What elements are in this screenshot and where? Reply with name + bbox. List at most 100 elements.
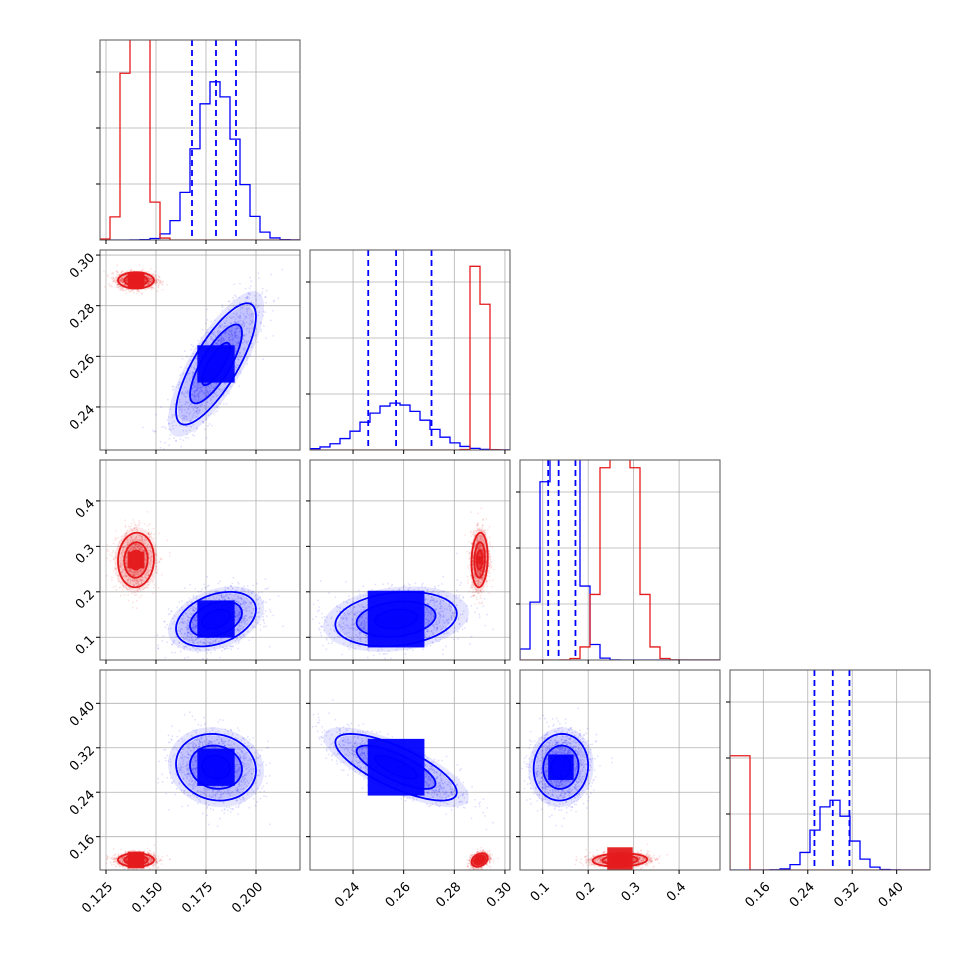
scatter-point <box>160 279 162 282</box>
scatter-point <box>172 640 175 643</box>
scatter-point <box>192 623 194 625</box>
scatter-point <box>257 592 260 594</box>
scatter-point <box>264 610 267 612</box>
scatter-point <box>263 625 265 628</box>
scatter-point <box>125 278 128 281</box>
scatter-point <box>157 647 159 650</box>
scatter-point <box>265 301 267 304</box>
scatter-point <box>195 607 197 610</box>
scatter-point <box>147 276 150 279</box>
scatter-point <box>187 624 189 627</box>
scatter-point <box>238 630 240 633</box>
scatter-point <box>227 597 230 600</box>
scatter-point <box>236 356 239 359</box>
scatter-point <box>202 391 205 394</box>
scatter-point <box>212 395 215 398</box>
scatter-point <box>168 551 171 554</box>
scatter-point <box>193 434 196 437</box>
scatter-point <box>239 320 242 322</box>
scatter-point <box>216 637 219 640</box>
scatter-point <box>262 619 265 622</box>
scatter-point <box>220 342 222 344</box>
scatter-point <box>207 390 210 393</box>
scatter-point <box>138 596 141 598</box>
scatter-point <box>243 349 246 351</box>
scatter-point <box>228 339 230 341</box>
scatter-point <box>204 597 206 600</box>
scatter-point <box>223 340 225 342</box>
scatter-point <box>244 297 247 299</box>
scatter-point <box>264 588 267 590</box>
scatter-point <box>207 386 209 388</box>
scatter-point <box>230 332 233 335</box>
scatter-point <box>142 267 145 270</box>
scatter-point <box>163 426 165 428</box>
scatter-point <box>112 276 115 279</box>
scatter-point <box>246 609 248 612</box>
scatter-point <box>155 280 158 283</box>
scatter-point <box>239 352 242 354</box>
scatter-point <box>113 280 116 282</box>
scatter-point <box>231 340 234 342</box>
scatter-point <box>238 331 241 333</box>
scatter-point <box>218 324 221 326</box>
scatter-point <box>227 586 230 589</box>
scatter-point <box>145 279 147 281</box>
scatter-point <box>262 600 265 602</box>
scatter-point <box>210 386 213 388</box>
scatter-point <box>146 511 149 513</box>
scatter-point <box>171 643 173 646</box>
scatter-point <box>197 398 200 400</box>
scatter-point <box>169 434 172 436</box>
scatter-point <box>252 313 255 316</box>
scatter-point <box>179 630 182 633</box>
scatter-point <box>242 621 245 623</box>
scatter-point <box>270 273 272 276</box>
scatter-point <box>188 608 190 611</box>
scatter-point <box>188 632 191 635</box>
scatter-point <box>154 430 157 433</box>
scatter-point <box>203 393 205 395</box>
scatter-point <box>192 407 195 410</box>
scatter-point <box>224 589 227 591</box>
scatter-point <box>200 389 203 391</box>
scatter-point <box>232 299 235 302</box>
scatter-point <box>219 640 221 643</box>
scatter-point <box>218 598 220 601</box>
scatter-point <box>189 617 191 619</box>
scatter-point <box>188 597 191 600</box>
scatter-point <box>192 345 194 348</box>
scatter-point <box>148 283 150 285</box>
scatter-point <box>157 280 160 283</box>
scatter-point <box>248 617 251 619</box>
scatter-point <box>247 292 250 295</box>
scatter-point <box>238 623 241 626</box>
scatter-point <box>261 291 264 294</box>
scatter-point <box>187 631 190 634</box>
scatter-point <box>205 308 208 311</box>
scatter-point <box>244 300 247 303</box>
scatter-point <box>131 289 134 292</box>
scatter-point <box>238 297 241 299</box>
scatter-point <box>196 412 199 415</box>
scatter-point <box>235 336 238 339</box>
scatter-point <box>121 280 123 283</box>
scatter-point <box>200 590 203 593</box>
scatter-point <box>116 285 118 287</box>
scatter-point <box>228 329 231 332</box>
scatter-point <box>245 307 248 310</box>
scatter-point <box>232 342 234 345</box>
scatter-point <box>193 606 196 609</box>
scatter-point <box>224 594 227 596</box>
scatter-point <box>195 619 197 622</box>
scatter-point <box>237 337 239 340</box>
scatter-point <box>229 322 232 325</box>
scatter-point <box>241 606 244 609</box>
scatter-point <box>216 333 219 335</box>
scatter-point <box>238 352 241 354</box>
scatter-point <box>205 322 207 325</box>
scatter-point <box>186 392 188 394</box>
scatter-point <box>258 607 261 610</box>
scatter-point <box>149 278 151 281</box>
scatter-point <box>233 322 236 324</box>
